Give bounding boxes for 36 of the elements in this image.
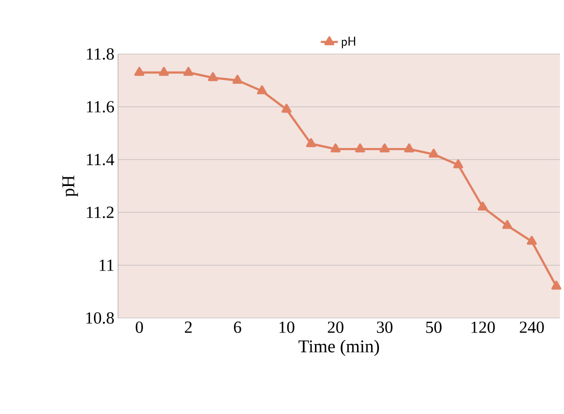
- x-tick-label: 10: [280, 322, 294, 333]
- y-tick-label: 10.8: [86, 312, 114, 324]
- point: [306, 138, 316, 148]
- point: [404, 143, 414, 152]
- point: [232, 74, 242, 84]
- x-tick-label: 0: [136, 322, 143, 333]
- point: [208, 72, 218, 82]
- x-axis-title: Time (min): [298, 340, 379, 356]
- point: [330, 143, 341, 152]
- legend-label: pH: [342, 36, 356, 48]
- point: [355, 143, 366, 152]
- x-tick-label: 20: [328, 322, 344, 333]
- y-tick-label: 11: [100, 260, 114, 271]
- x-tick-label: 30: [376, 322, 392, 333]
- x-tick-label: 50: [426, 322, 442, 333]
- point: [158, 66, 169, 76]
- x-tick-label: 6: [234, 322, 242, 333]
- point: [134, 66, 144, 76]
- point: [453, 159, 464, 168]
- y-tick-label: 11.8: [86, 48, 114, 60]
- y-tick-label: 11.4: [86, 154, 114, 166]
- y-tick-label: 11.6: [86, 101, 114, 113]
- point: [282, 104, 292, 113]
- point: [380, 143, 390, 152]
- point: [502, 220, 512, 229]
- point: [478, 202, 488, 210]
- y-axis-title: pH: [62, 176, 78, 197]
- point: [526, 236, 537, 245]
- x-tick-label: 240: [520, 322, 544, 333]
- y-tick-label: 11.2: [86, 206, 114, 218]
- x-tick-label: 2: [184, 322, 192, 333]
- point: [257, 85, 267, 94]
- x-tick-label: 120: [472, 322, 495, 333]
- point: [551, 280, 562, 290]
- point: [428, 148, 439, 158]
- point: [183, 66, 194, 76]
